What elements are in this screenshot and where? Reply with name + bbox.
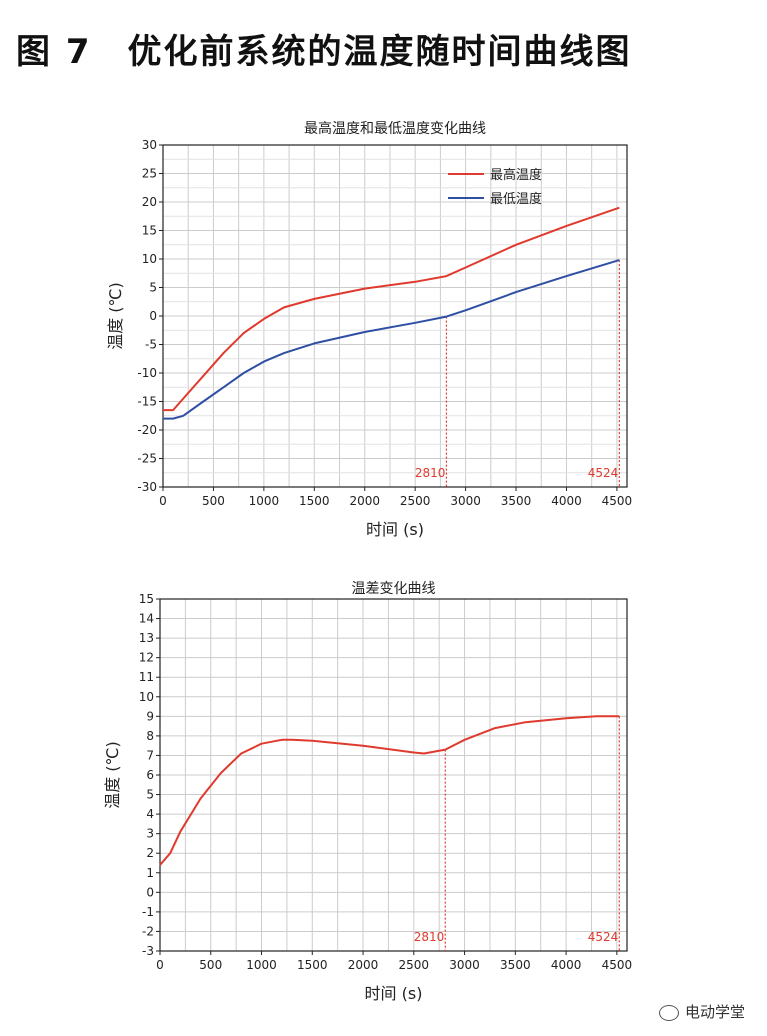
x-axis-title: 时间 (s) <box>366 520 424 539</box>
y-tick-label: 10 <box>142 252 157 266</box>
marker-label: 4524 <box>588 930 619 944</box>
x-axis-title: 时间 (s) <box>365 984 423 1003</box>
series-line <box>159 715 620 866</box>
y-tick-label: -3 <box>142 944 154 958</box>
x-tick-label: 4500 <box>602 494 633 508</box>
y-tick-label: 14 <box>139 612 154 626</box>
x-tick-label: 1000 <box>249 494 280 508</box>
y-tick-label: 3 <box>146 827 154 841</box>
y-tick-label: -5 <box>145 338 157 352</box>
x-tick-label: 4500 <box>602 958 633 972</box>
y-tick-label: 0 <box>149 309 157 323</box>
x-tick-label: 500 <box>202 494 225 508</box>
watermark: 电动学堂 <box>658 1001 745 1022</box>
y-tick-label: 1 <box>146 866 154 880</box>
y-tick-label: 4 <box>146 807 154 821</box>
series-line <box>163 259 620 420</box>
y-tick-label: 10 <box>139 690 154 704</box>
y-tick-label: -2 <box>142 924 154 938</box>
x-tick-label: 3000 <box>449 958 480 972</box>
y-tick-label: 7 <box>146 748 154 762</box>
x-tick-label: 3000 <box>450 494 481 508</box>
x-tick-label: 4000 <box>551 958 582 972</box>
chart-title-temperatures: 最高温度和最低温度变化曲线 <box>304 121 486 137</box>
marker-label: 4524 <box>588 466 619 480</box>
x-tick-label: 1000 <box>246 958 277 972</box>
y-tick-label: 9 <box>146 709 154 723</box>
y-tick-label: -15 <box>137 395 157 409</box>
x-tick-label: 2000 <box>348 958 379 972</box>
chart-title-temperature-difference: 温差变化曲线 <box>351 581 436 597</box>
y-tick-label: 25 <box>142 167 157 181</box>
y-tick-label: 8 <box>146 729 154 743</box>
marker-label: 2810 <box>415 466 446 480</box>
watermark-text: 电动学堂 <box>684 1003 745 1021</box>
y-axis-title: 温度 (℃) <box>106 282 125 350</box>
y-tick-label: -25 <box>137 452 157 466</box>
x-tick-label: 1500 <box>297 958 328 972</box>
y-tick-label: 15 <box>139 592 154 606</box>
y-tick-label: 30 <box>142 138 157 152</box>
y-axis-title: 温度 (℃) <box>103 741 122 809</box>
y-tick-label: 15 <box>142 224 157 238</box>
x-tick-label: 0 <box>159 494 167 508</box>
marker-label: 2810 <box>414 930 445 944</box>
y-tick-label: 12 <box>139 651 154 665</box>
legend-label: 最低温度 <box>490 191 542 207</box>
y-tick-label: 11 <box>139 670 154 684</box>
y-tick-label: 2 <box>146 846 154 860</box>
y-tick-label: 5 <box>146 788 154 802</box>
legend-label: 最高温度 <box>490 167 542 183</box>
y-tick-label: 20 <box>142 195 157 209</box>
x-tick-label: 0 <box>156 958 164 972</box>
x-tick-label: 500 <box>199 958 222 972</box>
y-tick-label: -10 <box>137 366 157 380</box>
wechat-icon <box>658 1004 679 1021</box>
y-tick-label: 6 <box>146 768 154 782</box>
y-tick-label: 0 <box>146 885 154 899</box>
y-tick-label: -20 <box>137 423 157 437</box>
x-tick-label: 3500 <box>501 494 532 508</box>
x-tick-label: 2000 <box>349 494 380 508</box>
figure-title: 图 7 优化前系统的温度随时间曲线图 <box>16 32 632 72</box>
y-tick-label: 13 <box>139 631 154 645</box>
x-tick-label: 2500 <box>399 958 430 972</box>
y-tick-label: -30 <box>137 480 157 494</box>
series-line <box>163 206 620 412</box>
x-tick-label: 4000 <box>551 494 582 508</box>
x-tick-label: 2500 <box>400 494 431 508</box>
y-tick-label: 5 <box>149 281 157 295</box>
x-tick-label: 1500 <box>299 494 330 508</box>
x-tick-label: 3500 <box>500 958 531 972</box>
y-tick-label: -1 <box>142 905 154 919</box>
